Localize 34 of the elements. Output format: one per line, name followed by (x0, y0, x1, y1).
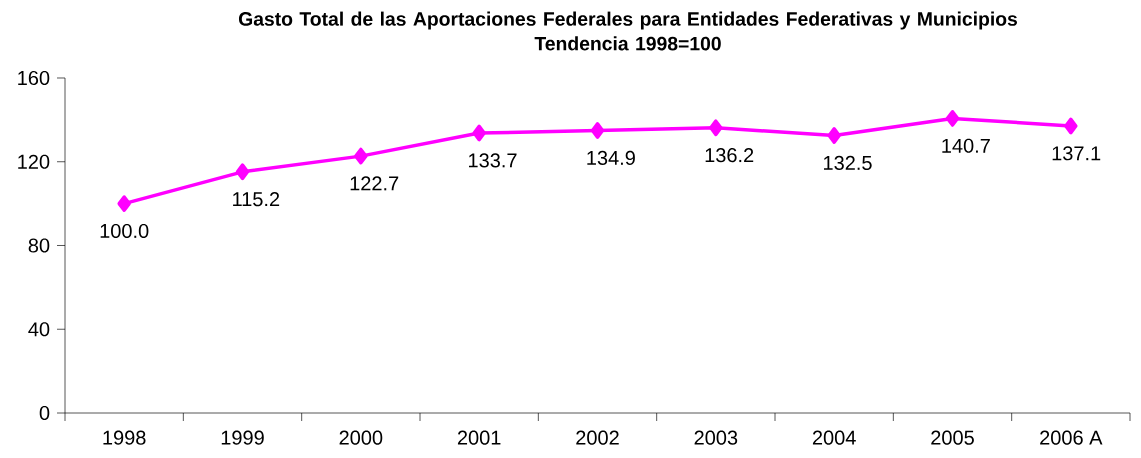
data-label: 100.0 (100, 223, 149, 239)
point (472, 124, 486, 142)
x-tick-label: 2002 (576, 430, 619, 445)
x-tick-label: 2006 A (1040, 430, 1103, 445)
y-tick-label: 0 (39, 405, 50, 421)
x-tick-label: 1999 (221, 430, 264, 445)
data-label: 132.5 (824, 155, 872, 170)
data-label: 134.9 (587, 150, 635, 165)
chart-subtitle: Tendencia 1998=100 (534, 36, 721, 51)
x-tick-label: 2005 (931, 430, 974, 445)
point (354, 147, 368, 165)
data-label: 137.1 (1052, 146, 1101, 161)
x-tick-label: 2000 (339, 430, 383, 445)
point (1064, 117, 1078, 135)
data-label: 140.7 (942, 138, 990, 153)
y-tick-label: 160 (18, 70, 50, 86)
y-tick-label: 40 (28, 322, 50, 337)
data-label: 133.7 (469, 153, 517, 168)
data-label: 122.7 (350, 176, 399, 191)
y-tick-label: 120 (18, 154, 50, 169)
point (235, 163, 250, 181)
x-tick-label: 2001 (457, 430, 501, 445)
point (590, 122, 605, 139)
point (945, 110, 960, 127)
x-tick-label: 2003 (694, 430, 738, 445)
point (709, 119, 723, 137)
point (117, 195, 131, 213)
data-label: 136.2 (705, 148, 754, 163)
point (827, 127, 841, 144)
y-tick-label: 80 (28, 238, 50, 253)
x-tick-label: 1998 (103, 430, 146, 445)
x-tick-label: 2004 (812, 430, 856, 445)
chart-title: Gasto Total de las Aportaciones Federales para Entidades Federativas y Municipios (238, 11, 1018, 30)
data-label: 115.2 (233, 192, 280, 207)
